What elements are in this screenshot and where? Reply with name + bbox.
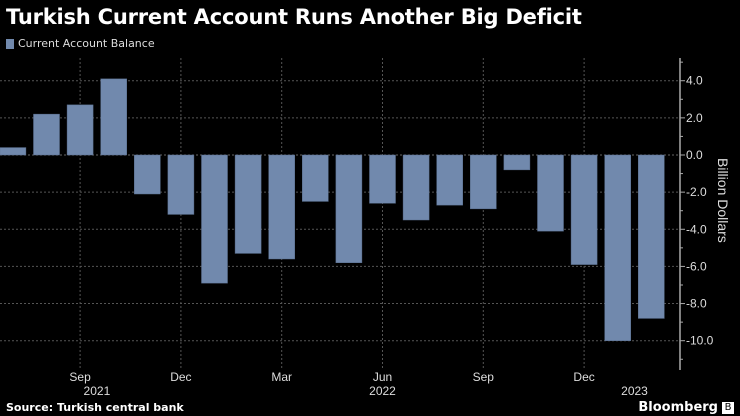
y-tick-label: -4.0: [686, 222, 707, 236]
bar-jul-2022: [402, 154, 430, 221]
year-label: 2022: [369, 384, 396, 398]
bar-sep-2021: [66, 104, 94, 156]
x-tick-label: Sep: [69, 370, 91, 384]
y-tick-label: 0.0: [686, 148, 703, 162]
y-tick-label: 4.0: [686, 74, 703, 88]
bar-nov-2021: [134, 154, 161, 195]
brand-logo: Bloomberg: [638, 400, 718, 415]
y-tick-label: -2.0: [686, 185, 707, 199]
legend-swatch: [6, 38, 14, 49]
bar-oct-2021: [100, 78, 127, 156]
y-tick-label: 2.0: [686, 111, 703, 125]
year-label: 2021: [84, 384, 111, 398]
legend-label: Current Account Balance: [18, 37, 155, 50]
x-tick-label: Sep: [473, 370, 495, 384]
y-tick-label: -10.0: [686, 334, 714, 348]
x-tick-label: Jun: [373, 370, 392, 384]
bar-jun-2022: [369, 154, 396, 204]
bloomberg-icon: B: [722, 402, 734, 414]
y-axis-label: Billion Dollars: [715, 158, 731, 243]
y-tick-label: -6.0: [686, 259, 707, 273]
bar-apr-2022: [302, 154, 329, 202]
chart-title: Turkish Current Account Runs Another Big…: [6, 5, 582, 29]
year-label: 2023: [621, 384, 648, 398]
x-tick-label: Dec: [573, 370, 594, 384]
source-note: Source: Turkish central bank: [6, 401, 184, 414]
bar-sep-2022: [470, 154, 497, 210]
bar-feb-2023: [638, 154, 665, 319]
bar-jan-2023: [604, 154, 631, 341]
bar-dec-2022: [570, 154, 598, 265]
bar-dec-2021: [167, 154, 195, 215]
x-tick-label: Dec: [170, 370, 191, 384]
bar-oct-2022: [503, 154, 531, 171]
bar-aug-2021: [33, 113, 60, 156]
bar-mar-2022: [268, 154, 295, 260]
bar-aug-2022: [436, 154, 463, 206]
y-tick-label: -8.0: [686, 297, 707, 311]
bar-may-2022: [335, 154, 363, 263]
bar-feb-2022: [234, 154, 262, 254]
bar-nov-2022: [537, 154, 564, 232]
legend: Current Account Balance: [6, 37, 155, 50]
bar-jul-2021: [0, 147, 27, 156]
bar-jan-2022: [201, 154, 228, 284]
x-tick-label: Mar: [271, 370, 292, 384]
